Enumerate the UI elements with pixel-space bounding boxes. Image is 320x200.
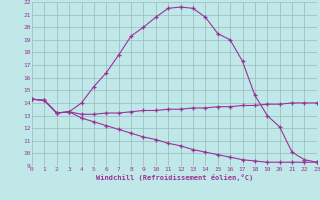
X-axis label: Windchill (Refroidissement éolien,°C): Windchill (Refroidissement éolien,°C) (96, 174, 253, 181)
